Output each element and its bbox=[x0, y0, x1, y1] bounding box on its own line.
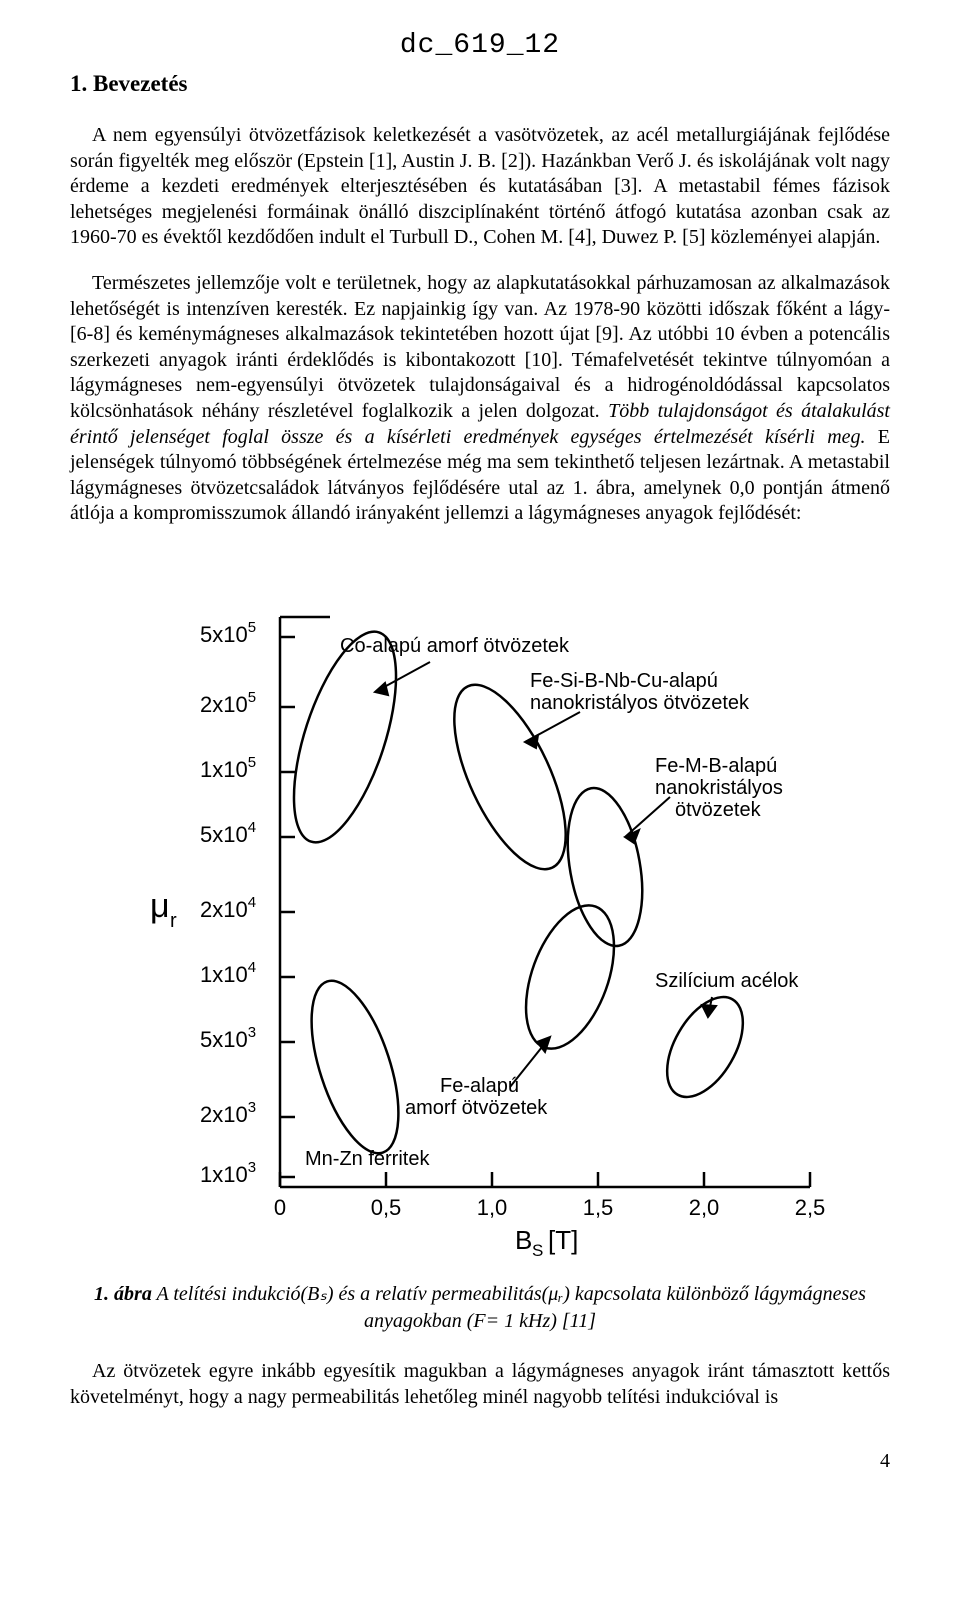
y-axis-label-sub: r bbox=[170, 910, 177, 932]
paragraph-2: Természetes jellemzője volt e területnek… bbox=[70, 271, 890, 527]
region-labels: Co-alapú amorf ötvözetek Fe-Si-B-Nb-Cu-a… bbox=[305, 635, 799, 1170]
xtick-0: 0 bbox=[274, 1195, 286, 1220]
x-axis-label-unit: [T] bbox=[548, 1225, 578, 1255]
paragraph-3-text: Az ötvözetek egyre inkább egyesítik magu… bbox=[70, 1360, 890, 1408]
label-femb-l2: nanokristályos bbox=[655, 777, 783, 799]
region-femb bbox=[557, 782, 654, 952]
ytick-3: 1x104 bbox=[200, 959, 256, 987]
ytick-8: 5x105 bbox=[200, 619, 256, 647]
figure-1-caption: 1. ábra A telítési indukció(Bₛ) és a rel… bbox=[70, 1281, 890, 1335]
label-co-amorf: Co-alapú amorf ötvözetek bbox=[340, 635, 570, 657]
label-fesibnbcu-l1: Fe-Si-B-Nb-Cu-alapú bbox=[530, 670, 718, 692]
page: dc_619_12 1. Bevezetés A nem egyensúlyi … bbox=[0, 0, 960, 1513]
ytick-1: 2x103 bbox=[200, 1099, 256, 1127]
label-femb-l3: ötvözetek bbox=[675, 799, 762, 821]
label-fe-amorf-l1: Fe-alapú bbox=[440, 1075, 519, 1097]
y-axis-label: μ bbox=[150, 887, 170, 925]
figure-caption-rest: A telítési indukció(Bₛ) és a relatív per… bbox=[152, 1283, 866, 1332]
paragraph-1: A nem egyensúlyi ötvözetfázisok keletkez… bbox=[70, 123, 890, 251]
xtick-1: 0,5 bbox=[371, 1195, 402, 1220]
figure-1: μ r 1x103 2x103 5x103 1x104 2x104 5x104 … bbox=[130, 547, 830, 1257]
figure-1-svg: μ r 1x103 2x103 5x103 1x104 2x104 5x104 … bbox=[130, 547, 830, 1257]
x-axis-ticks: 0 0,5 1,0 1,5 2,0 2,5 bbox=[274, 1195, 825, 1220]
xtick-2: 1,0 bbox=[477, 1195, 508, 1220]
document-id: dc_619_12 bbox=[70, 30, 890, 61]
label-mnzn: Mn-Zn ferritek bbox=[305, 1148, 430, 1170]
figure-caption-lead: 1. ábra bbox=[94, 1283, 152, 1305]
label-femb-l1: Fe-M-B-alapú bbox=[655, 755, 777, 777]
paragraph-3: Az ötvözetek egyre inkább egyesítik magu… bbox=[70, 1359, 890, 1410]
page-number: 4 bbox=[70, 1450, 890, 1473]
x-axis-label-sub: S bbox=[532, 1241, 543, 1257]
xtick-3: 1,5 bbox=[583, 1195, 614, 1220]
x-axis-label-B: B bbox=[515, 1225, 532, 1255]
ytick-4: 2x104 bbox=[200, 894, 256, 922]
ytick-7: 2x105 bbox=[200, 689, 256, 717]
section-title: 1. Bevezetés bbox=[70, 71, 890, 97]
label-fe-amorf-l2: amorf ötvözetek bbox=[405, 1097, 548, 1119]
paragraph-1-text: A nem egyensúlyi ötvözetfázisok keletkez… bbox=[70, 124, 890, 248]
region-szilicium bbox=[652, 984, 759, 1109]
x-axis-label: B S [T] bbox=[515, 1225, 578, 1257]
xtick-5: 2,5 bbox=[795, 1195, 826, 1220]
region-fe-amorf bbox=[509, 893, 632, 1060]
label-szilicium: Szilícium acélok bbox=[655, 970, 799, 992]
y-axis-ticks: 1x103 2x103 5x103 1x104 2x104 5x104 1x10… bbox=[200, 619, 256, 1187]
xtick-4: 2,0 bbox=[689, 1195, 720, 1220]
leader-arrows bbox=[375, 662, 716, 1087]
ytick-2: 5x103 bbox=[200, 1024, 256, 1052]
ytick-5: 5x104 bbox=[200, 819, 256, 847]
ytick-0: 1x103 bbox=[200, 1159, 256, 1187]
ytick-6: 1x105 bbox=[200, 754, 256, 782]
region-mnzn bbox=[294, 970, 416, 1163]
label-fesibnbcu-l2: nanokristályos ötvözetek bbox=[530, 692, 750, 714]
